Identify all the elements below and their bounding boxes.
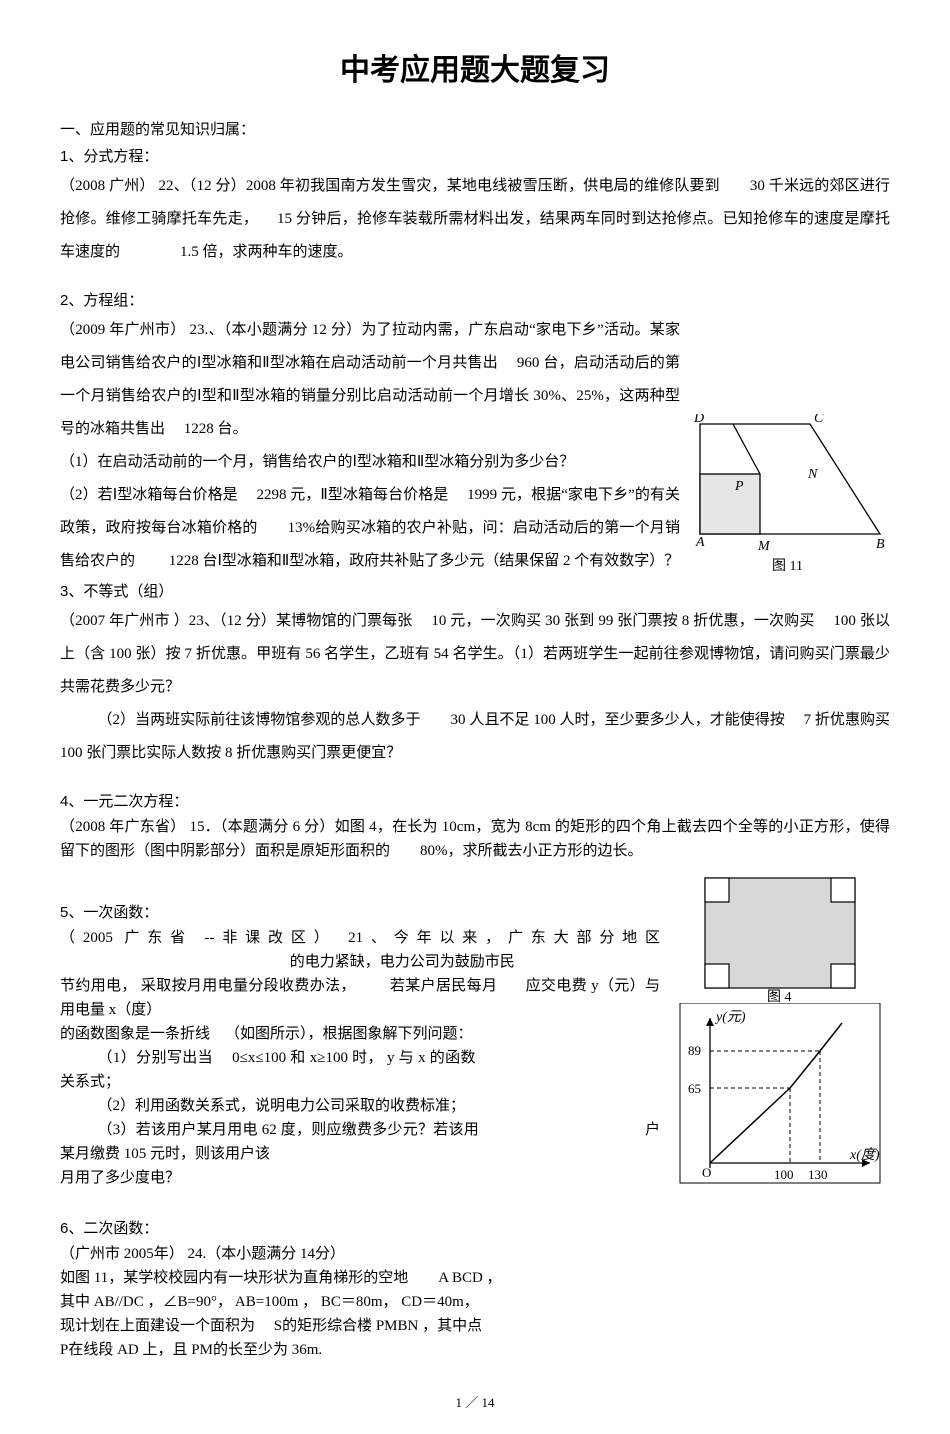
svg-text:x(度): x(度) [849,1147,880,1163]
svg-text:130: 130 [808,1167,828,1182]
fig5-svg: y(元) x(度) 89 65 O 100 130 [670,1003,890,1193]
svg-text:M: M [757,539,771,554]
s3-p1: （2007 年广州市 ）23、（12 分）某博物馆的门票每张 10 元，一次购买… [60,605,890,704]
svg-text:O: O [702,1165,711,1180]
s6-p4: 现计划在上面建设一个面积为 S的矩形综合楼 PMBN ，其中点 [60,1314,890,1338]
svg-text:65: 65 [688,1081,701,1096]
s4-p1: （2008 年广东省） 15．（本题满分 6 分）如图 4，在长为 10cm，宽… [60,815,890,863]
figure-11: A M B C N P D 图 11 [690,414,890,574]
figure-4-and-5: 图 4 y(元) x(度) 89 65 O 100 130 [670,873,890,1193]
s5-l1b: 的电力紧缺，电力公司为鼓励市民 [290,954,515,970]
s5-l4a: （1）分别写出当 0≤x≤100 和 x≥100 时， y 与 x 的函数 [98,1050,476,1066]
sub-1-head: 1、分式方程： [60,143,890,170]
s5-l1a: （2005 广东省 --非课改区） 21、今年以来，广东大部分地区 [60,930,660,946]
sub-6-head: 6、二次函数： [60,1215,890,1242]
svg-text:A: A [695,535,705,550]
s6-p5: P在线段 AD 上，且 PM的长至少为 36m. [60,1338,890,1362]
svg-text:B: B [876,537,885,552]
s5-l4b: 关系式； [60,1074,120,1090]
svg-text:89: 89 [688,1043,701,1058]
s1-para: （2008 广州） 22、（12 分）2008 年初我国南方发生雪灾，某地电线被… [60,170,890,269]
s6-p2: 如图 11，某学校校园内有一块形状为直角梯形的空地 A BCD ， [60,1266,890,1290]
sub-4-head: 4、一元二次方程： [60,788,890,815]
section-1-head: 一、应用题的常见知识归属： [60,116,890,143]
svg-text:图 11: 图 11 [772,559,803,574]
s6-p3: 其中 AB//DC ，∠B=90°， AB=100m ， BC＝80m， CD＝… [60,1290,890,1314]
page-footer: 1 ／ 14 [0,1389,950,1418]
svg-text:N: N [807,467,818,482]
sub-3-head: 3、不等式（组） [60,578,890,605]
svg-text:y(元): y(元) [714,1010,746,1025]
svg-text:D: D [693,414,704,426]
svg-text:100: 100 [774,1167,794,1182]
fig4-caption: 图 4 [767,990,792,1003]
svg-text:P: P [734,479,744,494]
fig4-svg: 图 4 [670,873,890,1003]
s5-l2a: 节约用电， 采取按月用电量分段收费办法， 若某户居民每月 [60,978,497,994]
s5-l6a: （3）若该用户某月用电 62 度，则应缴费多少元？若该用 [98,1122,479,1138]
sub-2-head: 2、方程组： [60,287,890,314]
fig11-svg: A M B C N P D 图 11 [690,414,890,574]
svg-text:C: C [814,414,824,426]
page-title: 中考应用题大题复习 [60,38,890,104]
s3-p2: （2）当两班实际前往该博物馆参观的总人数多于 30 人且不足 100 人时，至少… [60,704,890,770]
s6-p1: （广州市 2005年） 24.（本小题满分 14分） [60,1242,890,1266]
